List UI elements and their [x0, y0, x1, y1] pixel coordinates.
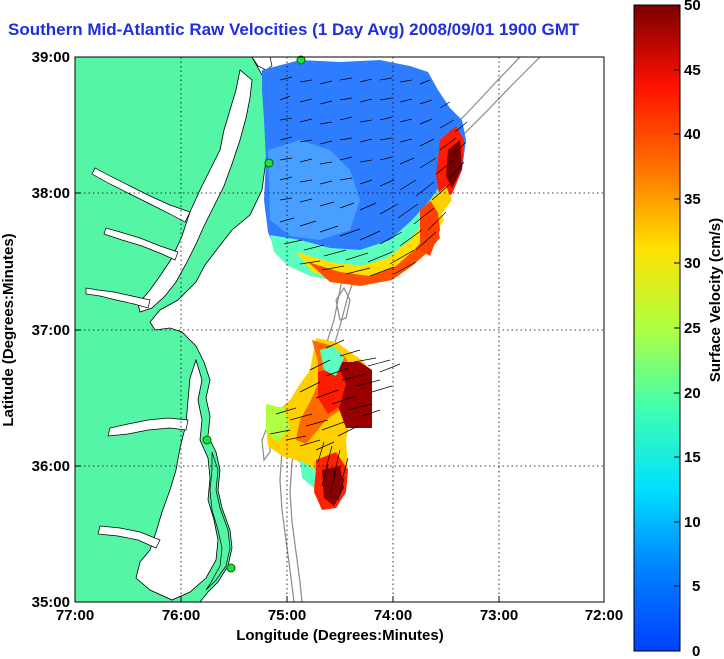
outer-banks-island [205, 451, 231, 591]
site-virginia-marker[interactable] [202, 435, 212, 445]
radar-sites [202, 55, 306, 573]
x-tick-label: 73:00 [480, 607, 518, 624]
potomac-river [91, 167, 191, 223]
colorbar-tick-label: 30 [684, 255, 701, 272]
x-tick-label: 74:00 [374, 607, 412, 624]
colorbar-tick-label: 10 [684, 514, 701, 531]
colorbar-tick-label: 50 [684, 0, 701, 14]
albemarle-sound [107, 417, 189, 437]
colorbar-ticks [674, 4, 680, 652]
pamlico-river [97, 525, 161, 549]
x-axis-label: Longitude (Degrees:Minutes) [236, 627, 444, 644]
colorbar-tick-label: 20 [684, 385, 701, 402]
colorbar-tick-label: 35 [684, 191, 701, 208]
y-tick-label: 38:00 [32, 185, 70, 202]
x-tick-label: 72:00 [585, 607, 623, 624]
james-river [85, 287, 151, 309]
x-tick-label: 76:00 [162, 607, 200, 624]
velocity-vectors [269, 76, 468, 501]
site-delaware-marker[interactable] [264, 158, 274, 168]
y-axis-ticks: 39:00 38:00 37:00 36:00 35:00 [32, 49, 70, 611]
graticule [75, 57, 604, 602]
velocity-field-north [262, 60, 466, 286]
x-tick-label: 77:00 [56, 607, 94, 624]
y-axis-label: Latitude (Degrees:Minutes) [0, 233, 17, 426]
colorbar-tick-label: 45 [684, 62, 701, 79]
site-north-marker[interactable] [296, 55, 306, 65]
site-hatteras-marker[interactable] [226, 563, 236, 573]
colorbar-tick-labels: 50 45 40 35 30 25 20 15 10 5 0 [684, 0, 701, 659]
delaware-bay [251, 57, 273, 71]
colorbar-tick-label: 40 [684, 126, 701, 143]
tick-marks [74, 56, 605, 603]
chesapeake-bay [137, 69, 253, 313]
x-axis-ticks: 77:00 76:00 75:00 74:00 73:00 72:00 [56, 607, 623, 624]
x-tick-label: 75:00 [268, 607, 306, 624]
y-tick-label: 35:00 [32, 594, 70, 611]
map-title: Southern Mid-Atlantic Raw Velocities (1 … [8, 20, 580, 39]
colorbar-tick-label: 15 [684, 449, 701, 466]
colorbar-tick-label: 25 [684, 320, 701, 337]
y-tick-label: 37:00 [32, 322, 70, 339]
colorbar-label: Surface Velocity (cm/s) [707, 218, 724, 382]
y-tick-label: 39:00 [32, 49, 70, 66]
colorbar [633, 4, 681, 652]
colorbar-tick-label: 5 [692, 578, 700, 595]
y-tick-label: 36:00 [32, 458, 70, 475]
rappahannock-river [103, 227, 179, 261]
colorbar-tick-label: 0 [692, 643, 700, 659]
